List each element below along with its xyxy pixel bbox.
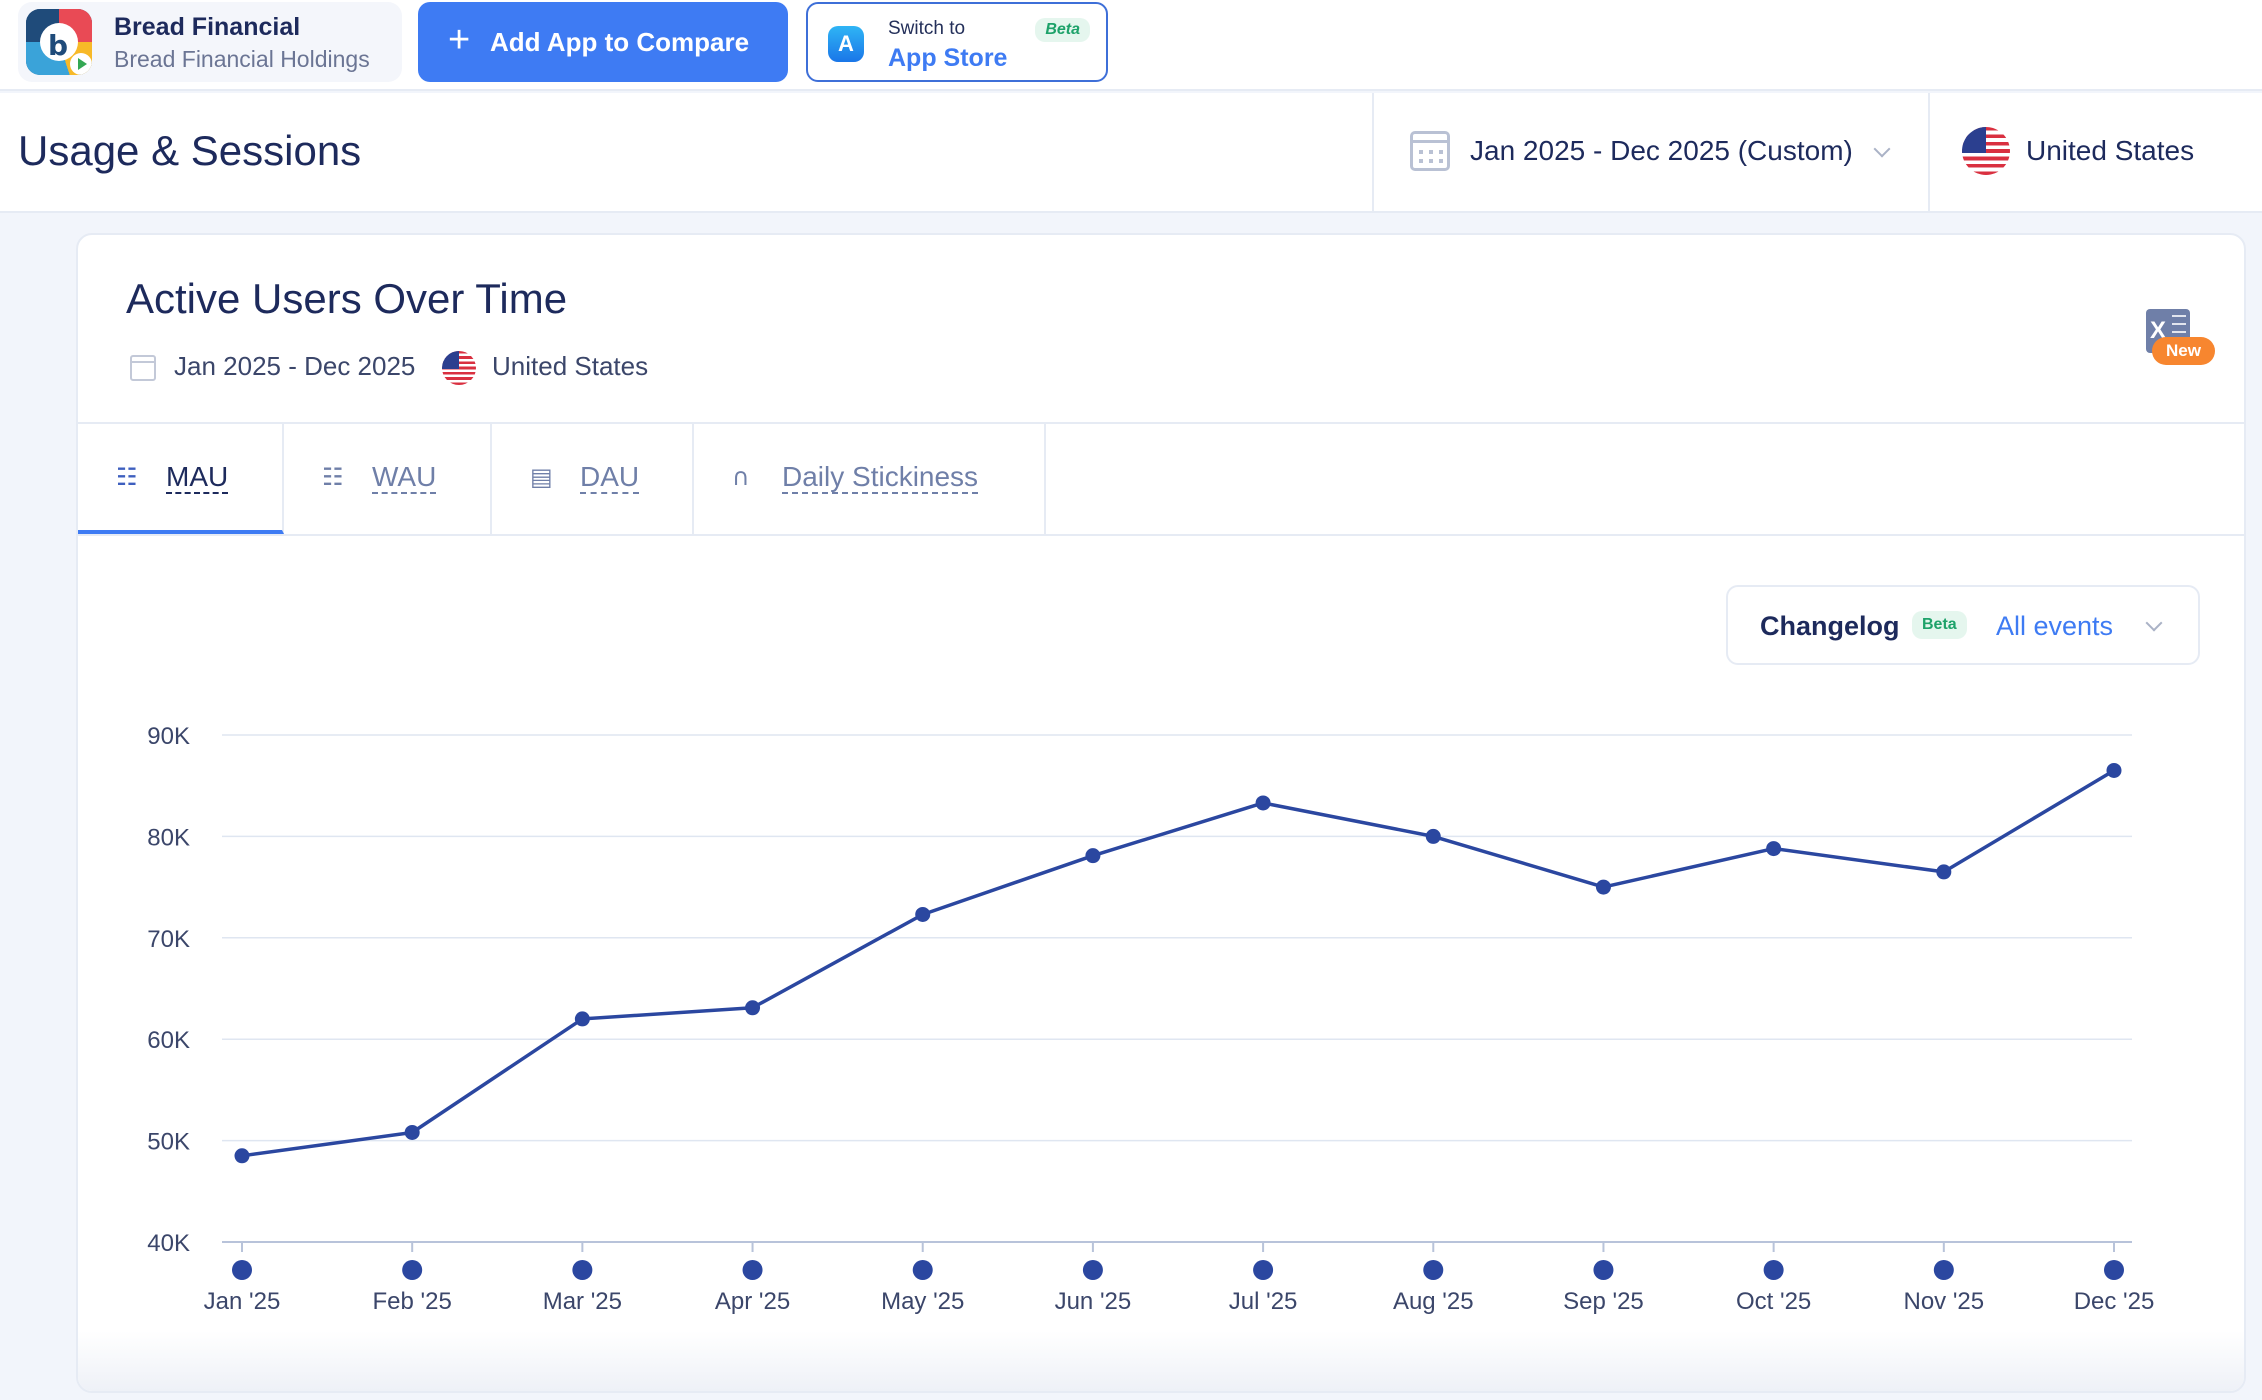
changelog-dropdown[interactable]: Changelog Beta All events	[1726, 585, 2200, 665]
data-point	[234, 1148, 250, 1164]
x-tick-label: Nov '25	[1904, 1288, 1985, 1315]
y-tick-label: 70K	[147, 926, 190, 953]
x-tick-label: Mar '25	[543, 1288, 622, 1315]
y-tick-label: 60K	[147, 1027, 190, 1054]
date-range-value: Jan 2025 - Dec 2025 (Custom)	[1470, 135, 1853, 166]
x-tick-label: Jan '25	[204, 1288, 281, 1315]
x-tick-label: Aug '25	[1393, 1288, 1474, 1315]
switch-store-label: App Store	[888, 44, 1008, 72]
data-point	[574, 1011, 590, 1027]
data-point	[1766, 841, 1782, 857]
app-logo: b	[26, 9, 92, 75]
plus-icon: +	[448, 19, 471, 61]
app-developer: Bread Financial Holdings	[114, 46, 370, 72]
x-tick-label: Jul '25	[1229, 1288, 1298, 1315]
event-marker	[742, 1260, 763, 1280]
series-line	[241, 768, 2115, 1158]
data-point	[745, 1000, 761, 1016]
data-point	[915, 906, 931, 922]
data-point	[1595, 879, 1611, 895]
event-marker	[1933, 1260, 1954, 1280]
calendar-user-icon: ☷	[322, 463, 344, 491]
data-point	[2106, 762, 2122, 778]
bar-user-icon: ▤	[530, 463, 553, 491]
country-value: United States	[2026, 135, 2195, 166]
event-marker	[2104, 1260, 2124, 1280]
event-marker	[232, 1260, 252, 1280]
app-selector[interactable]: b Bread Financial Bread Financial Holdin…	[18, 2, 402, 82]
top-bar: b Bread Financial Bread Financial Holdin…	[0, 0, 2262, 91]
data-point	[1425, 828, 1441, 844]
event-marker	[1423, 1260, 1444, 1280]
chevron-down-icon	[2145, 614, 2163, 632]
google-play-icon	[70, 53, 92, 75]
event-marker	[1593, 1260, 1614, 1280]
x-tick-label: Dec '25	[2074, 1288, 2155, 1315]
tab-mau[interactable]: ☷ MAU	[78, 424, 284, 534]
y-tick-label: 90K	[147, 723, 190, 750]
date-range-picker[interactable]: Jan 2025 - Dec 2025 (Custom)	[1372, 93, 1930, 213]
beta-badge: Beta	[1035, 18, 1090, 42]
x-tick-label: Jun '25	[1055, 1288, 1132, 1315]
data-point	[1255, 795, 1271, 811]
x-tick-label: Feb '25	[373, 1288, 452, 1315]
metric-tabs: ☷ MAU ☷ WAU ▤ DAU ∩ Daily Stickiness	[78, 422, 2244, 536]
event-marker	[1763, 1260, 1784, 1280]
x-tick-label: Sep '25	[1563, 1288, 1644, 1315]
calendar-user-icon: ☷	[116, 463, 138, 491]
export-excel-button[interactable]: X New	[2136, 307, 2226, 377]
tab-daily-stickiness[interactable]: ∩ Daily Stickiness	[694, 424, 1046, 534]
tab-label: DAU	[580, 461, 640, 494]
calendar-icon	[130, 355, 156, 381]
app-store-icon: A	[828, 26, 864, 62]
card-title: Active Users Over Time	[126, 275, 568, 322]
switch-to-app-store-button[interactable]: A Switch to App Store Beta	[806, 2, 1108, 82]
calendar-icon	[1410, 131, 1450, 171]
us-flag-icon	[1962, 127, 2010, 175]
x-tick-label: Oct '25	[1736, 1288, 1811, 1315]
tab-wau[interactable]: ☷ WAU	[284, 424, 492, 534]
y-tick-label: 80K	[147, 824, 190, 851]
mau-line-chart: 40K 50K 60K 70K 80K 90K Jan '25 Feb '25 Mar '25 A…	[147, 723, 2155, 1315]
app-name: Bread Financial	[114, 13, 301, 41]
tab-label: Daily Stickiness	[782, 461, 979, 494]
beta-badge: Beta	[1912, 611, 1967, 639]
event-marker	[912, 1260, 933, 1280]
chevron-down-icon	[1873, 140, 1891, 158]
add-app-label: Add App to Compare	[490, 27, 750, 57]
magnet-icon: ∩	[732, 463, 750, 491]
switch-to-label: Switch to	[888, 18, 966, 39]
event-marker	[402, 1260, 423, 1280]
event-marker	[1082, 1260, 1103, 1280]
active-users-card: Active Users Over Time Jan 2025 - Dec 20…	[76, 233, 2246, 1393]
add-app-to-compare-button[interactable]: + Add App to Compare	[418, 2, 788, 82]
event-marker	[572, 1260, 593, 1280]
page-header: Usage & Sessions Jan 2025 - Dec 2025 (Cu…	[0, 93, 2262, 213]
x-tick-label: May '25	[881, 1288, 964, 1315]
page-title: Usage & Sessions	[18, 127, 362, 174]
tab-label: MAU	[166, 461, 229, 494]
tab-dau[interactable]: ▤ DAU	[492, 424, 694, 534]
data-point	[1936, 864, 1952, 880]
changelog-label: Changelog	[1760, 611, 1900, 641]
tab-label: WAU	[372, 461, 437, 494]
us-flag-icon	[442, 351, 476, 385]
country-picker[interactable]: United States	[1930, 93, 2262, 213]
x-tick-label: Apr '25	[715, 1288, 790, 1315]
y-tick-label: 40K	[147, 1230, 190, 1257]
event-marker	[1253, 1260, 1274, 1280]
data-point	[1085, 848, 1101, 864]
card-date-range: Jan 2025 - Dec 2025	[174, 351, 416, 381]
data-point	[404, 1124, 420, 1140]
changelog-value: All events	[1996, 611, 2114, 641]
card-country: United States	[492, 351, 649, 381]
y-tick-label: 50K	[147, 1129, 190, 1156]
new-badge: New	[2152, 337, 2215, 365]
